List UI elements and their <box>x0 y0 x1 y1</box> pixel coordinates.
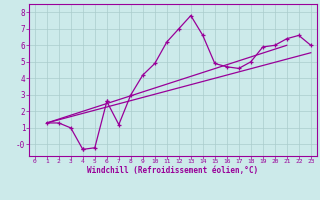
X-axis label: Windchill (Refroidissement éolien,°C): Windchill (Refroidissement éolien,°C) <box>87 166 258 175</box>
